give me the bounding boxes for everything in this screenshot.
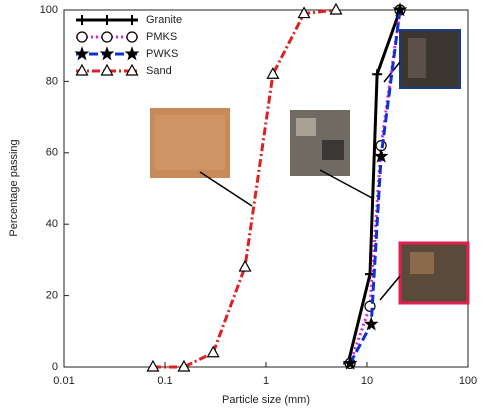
marker	[392, 2, 408, 17]
x-tick-label: 1	[263, 375, 269, 387]
x-tick-label: 100	[459, 375, 477, 387]
y-tick-label: 40	[46, 218, 58, 230]
y-tick-label: 60	[46, 147, 58, 159]
x-tick-label: 0.01	[53, 375, 74, 387]
legend-marker	[99, 46, 115, 61]
marker	[297, 6, 311, 19]
legend-marker	[101, 31, 113, 43]
y-tick-label: 20	[46, 290, 58, 302]
series-line	[153, 8, 337, 369]
series-line	[346, 9, 402, 364]
legend-marker	[76, 31, 88, 43]
legend-marker	[74, 46, 90, 61]
x-axis-label: Particle size (mm)	[222, 394, 310, 406]
legend-marker	[125, 63, 139, 76]
legend-marker	[124, 46, 140, 61]
marker	[206, 345, 220, 358]
series-line	[348, 9, 402, 364]
series	[342, 2, 408, 370]
legend-marker	[126, 31, 138, 43]
legend-label: Granite	[146, 14, 182, 26]
legend-marker	[102, 15, 112, 25]
x-tick-label: 10	[361, 375, 373, 387]
y-axis-label: Percentage passing	[8, 139, 20, 236]
series	[146, 2, 343, 372]
marker	[342, 355, 358, 370]
marker	[238, 259, 252, 272]
marker	[373, 148, 389, 163]
marker	[372, 69, 383, 80]
marker	[329, 2, 343, 15]
x-tick-label: 0.1	[157, 375, 172, 387]
y-tick-label: 0	[52, 361, 58, 373]
legend-marker	[100, 63, 114, 76]
marker	[363, 316, 379, 331]
legend-label: Sand	[146, 65, 172, 77]
series	[344, 4, 406, 370]
marker	[146, 359, 160, 372]
arrows	[199, 61, 401, 301]
legend-label: PWKS	[146, 48, 178, 60]
photo-insets	[150, 29, 470, 305]
marker	[266, 67, 280, 79]
marker	[177, 359, 191, 372]
series-line	[348, 9, 402, 365]
legend-label: PMKS	[146, 31, 177, 43]
y-tick-label: 100	[40, 4, 58, 16]
legend-marker	[127, 15, 137, 25]
legend-marker	[75, 63, 89, 76]
y-tick-label: 80	[46, 75, 58, 87]
legend-marker	[77, 15, 87, 25]
